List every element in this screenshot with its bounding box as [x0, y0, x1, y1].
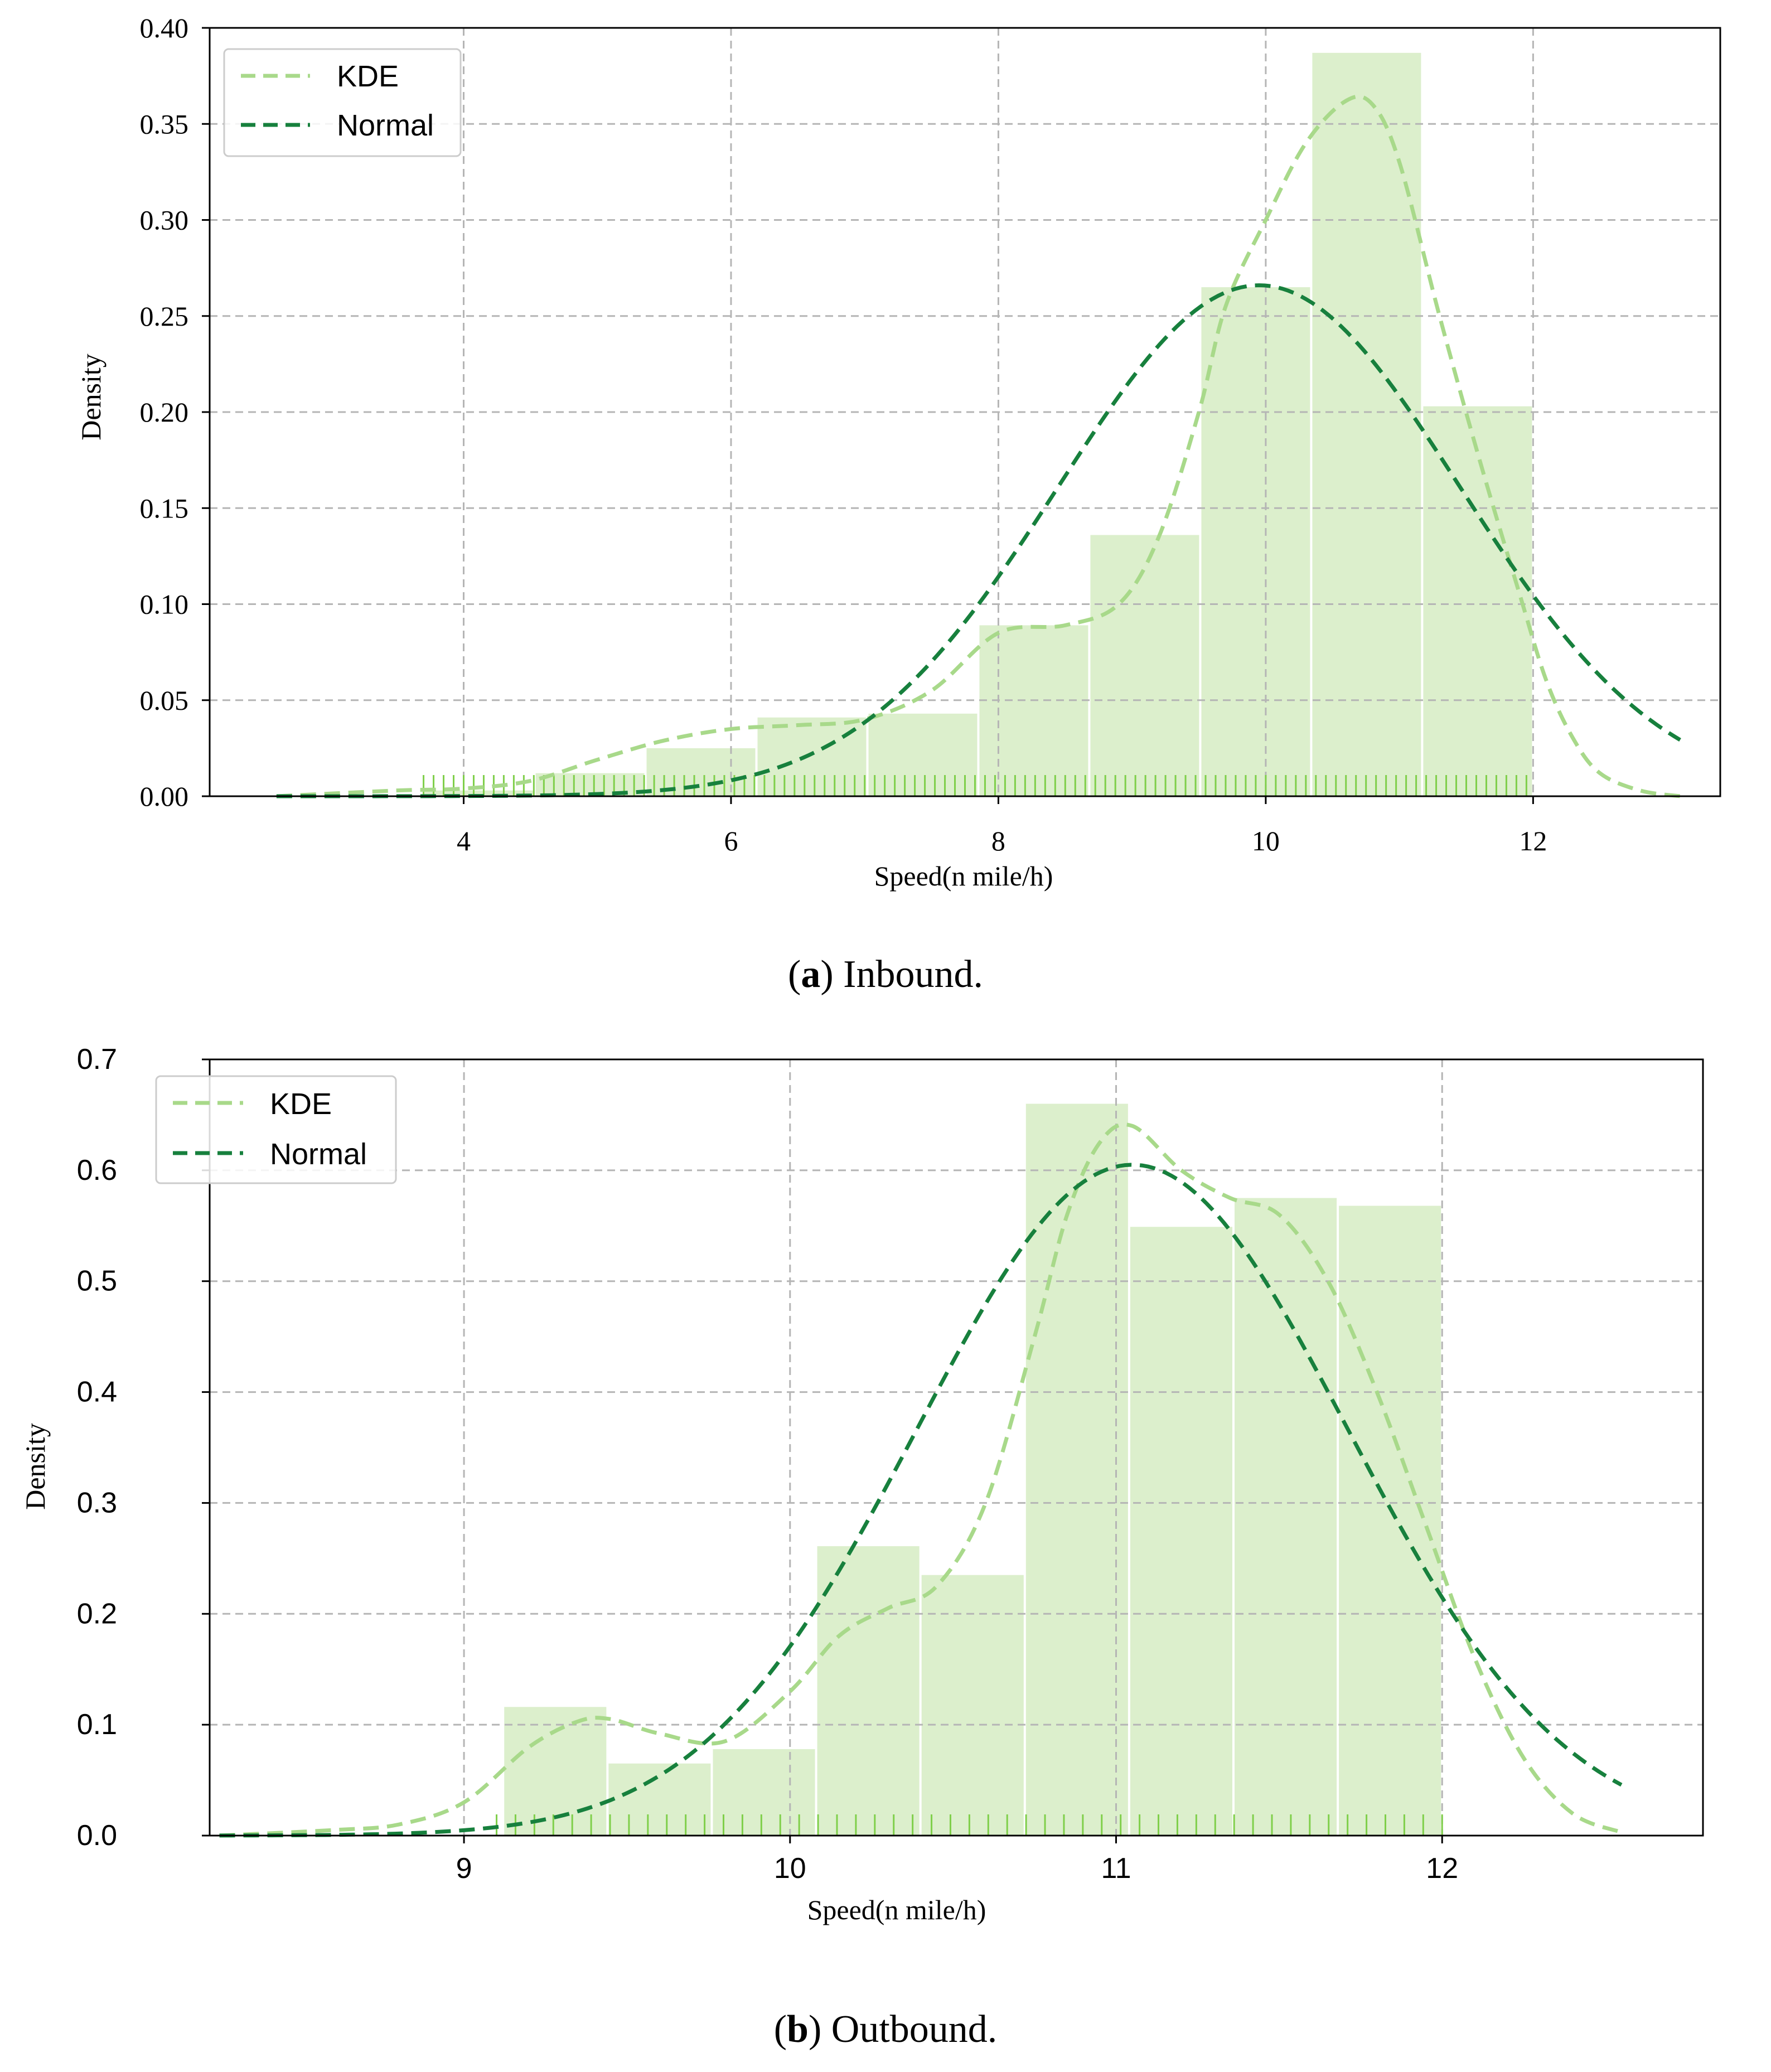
- histogram-bar: [921, 1575, 1024, 1836]
- normal-curve: [276, 283, 1681, 798]
- histogram-bar: [817, 1546, 920, 1836]
- y-tick-label: 0.1: [77, 1708, 117, 1741]
- y-tick-label: 0.40: [140, 12, 189, 43]
- y-tick-label: 0.7: [77, 1043, 117, 1076]
- x-axis-label: Speed(n mile/h): [874, 860, 1053, 892]
- caption-letter: a: [801, 953, 821, 996]
- rug-group: [423, 775, 1527, 796]
- legend: KDE Normal: [155, 1075, 397, 1184]
- caption-text: Inbound.: [843, 953, 983, 996]
- histogram-bar: [868, 713, 978, 796]
- histogram-bar: [424, 790, 534, 796]
- rug-group: [496, 1814, 1443, 1836]
- kde-curve: [219, 1122, 1623, 1838]
- normal-curve: [219, 1163, 1623, 1838]
- histogram-bar: [1312, 52, 1421, 796]
- histogram-bar: [757, 717, 867, 796]
- chart-inbound: 0.00 0.05 0.10 0.15 0.20 0.25 0.30 0.35 0.40 4 6 8…: [75, 12, 1721, 892]
- histogram-bar: [1235, 1198, 1337, 1836]
- histogram-bar: [713, 1749, 815, 1836]
- y-tick-label: 0.35: [140, 108, 189, 139]
- caption-inbound: (a) Inbound.: [788, 953, 983, 996]
- legend-normal-label: Normal: [337, 109, 434, 142]
- x-tick-label: 4: [457, 825, 471, 856]
- plot-frame: [209, 1058, 1704, 1837]
- histogram-bar: [608, 1763, 711, 1836]
- x-tick-label: 12: [1519, 825, 1547, 856]
- histogram-bar: [1025, 1103, 1128, 1836]
- x-ticks: 4 6 8 10 12: [457, 796, 1547, 856]
- histogram-bar: [1090, 535, 1199, 796]
- x-tick-label: 9: [456, 1852, 472, 1885]
- histogram-bar: [979, 625, 1088, 796]
- x-tick-label: 10: [774, 1852, 806, 1885]
- caption-outbound: (b) Outbound.: [773, 2008, 998, 2051]
- y-tick-label: 0.2: [77, 1597, 117, 1630]
- legend-box: [223, 48, 462, 157]
- y-tick-label: 0.0: [77, 1819, 117, 1852]
- histogram-bar: [1423, 406, 1532, 796]
- y-axis-label: Density: [20, 1423, 51, 1510]
- histogram-bar: [1339, 1206, 1441, 1836]
- bars-group: [504, 1103, 1441, 1836]
- y-tick-label: 0.05: [140, 685, 189, 716]
- histogram-bar: [1130, 1227, 1233, 1836]
- y-tick-label: 0.3: [77, 1487, 117, 1519]
- y-tick-label: 0.6: [77, 1154, 117, 1187]
- x-tick-label: 10: [1252, 825, 1280, 856]
- y-tick-label: 0.4: [77, 1376, 117, 1408]
- y-axis-label: Density: [75, 354, 107, 440]
- y-tick-label: 0.5: [77, 1265, 117, 1298]
- x-tick-label: 11: [1101, 1852, 1131, 1885]
- y-ticks: 0.0 0.1 0.2 0.3 0.4 0.5 0.6 0.7: [77, 1043, 210, 1852]
- y-ticks: 0.00 0.05 0.10 0.15 0.20 0.25 0.30 0.35 0.40: [140, 12, 210, 812]
- histogram-bar: [504, 1707, 607, 1836]
- histogram-bar: [1201, 287, 1310, 796]
- y-tick-label: 0.30: [140, 205, 189, 236]
- legend-kde-label: KDE: [337, 60, 399, 93]
- y-tick-label: 0.15: [140, 492, 189, 524]
- caption-letter: b: [787, 2008, 809, 2051]
- legend: KDE Normal: [223, 48, 462, 157]
- legend-box: [155, 1075, 397, 1184]
- y-tick-label: 0.00: [140, 781, 189, 812]
- x-tick-label: 6: [724, 825, 738, 856]
- chart-outbound: 0.0 0.1 0.2 0.3 0.4 0.5 0.6 0.7 9 10 11 12 Speed(n…: [20, 1043, 1704, 1925]
- x-tick-label: 8: [991, 825, 1005, 856]
- caption-text: Outbound.: [831, 2008, 998, 2051]
- x-ticks: 9 10 11 12: [456, 1836, 1458, 1885]
- bars-group: [424, 52, 1532, 796]
- x-axis-label: Speed(n mile/h): [807, 1894, 986, 1925]
- x-tick-label: 12: [1426, 1852, 1458, 1885]
- y-tick-label: 0.10: [140, 589, 189, 620]
- y-tick-label: 0.25: [140, 301, 189, 332]
- y-tick-label: 0.20: [140, 396, 189, 428]
- legend-normal-label: Normal: [270, 1137, 367, 1171]
- legend-kde-label: KDE: [270, 1087, 332, 1121]
